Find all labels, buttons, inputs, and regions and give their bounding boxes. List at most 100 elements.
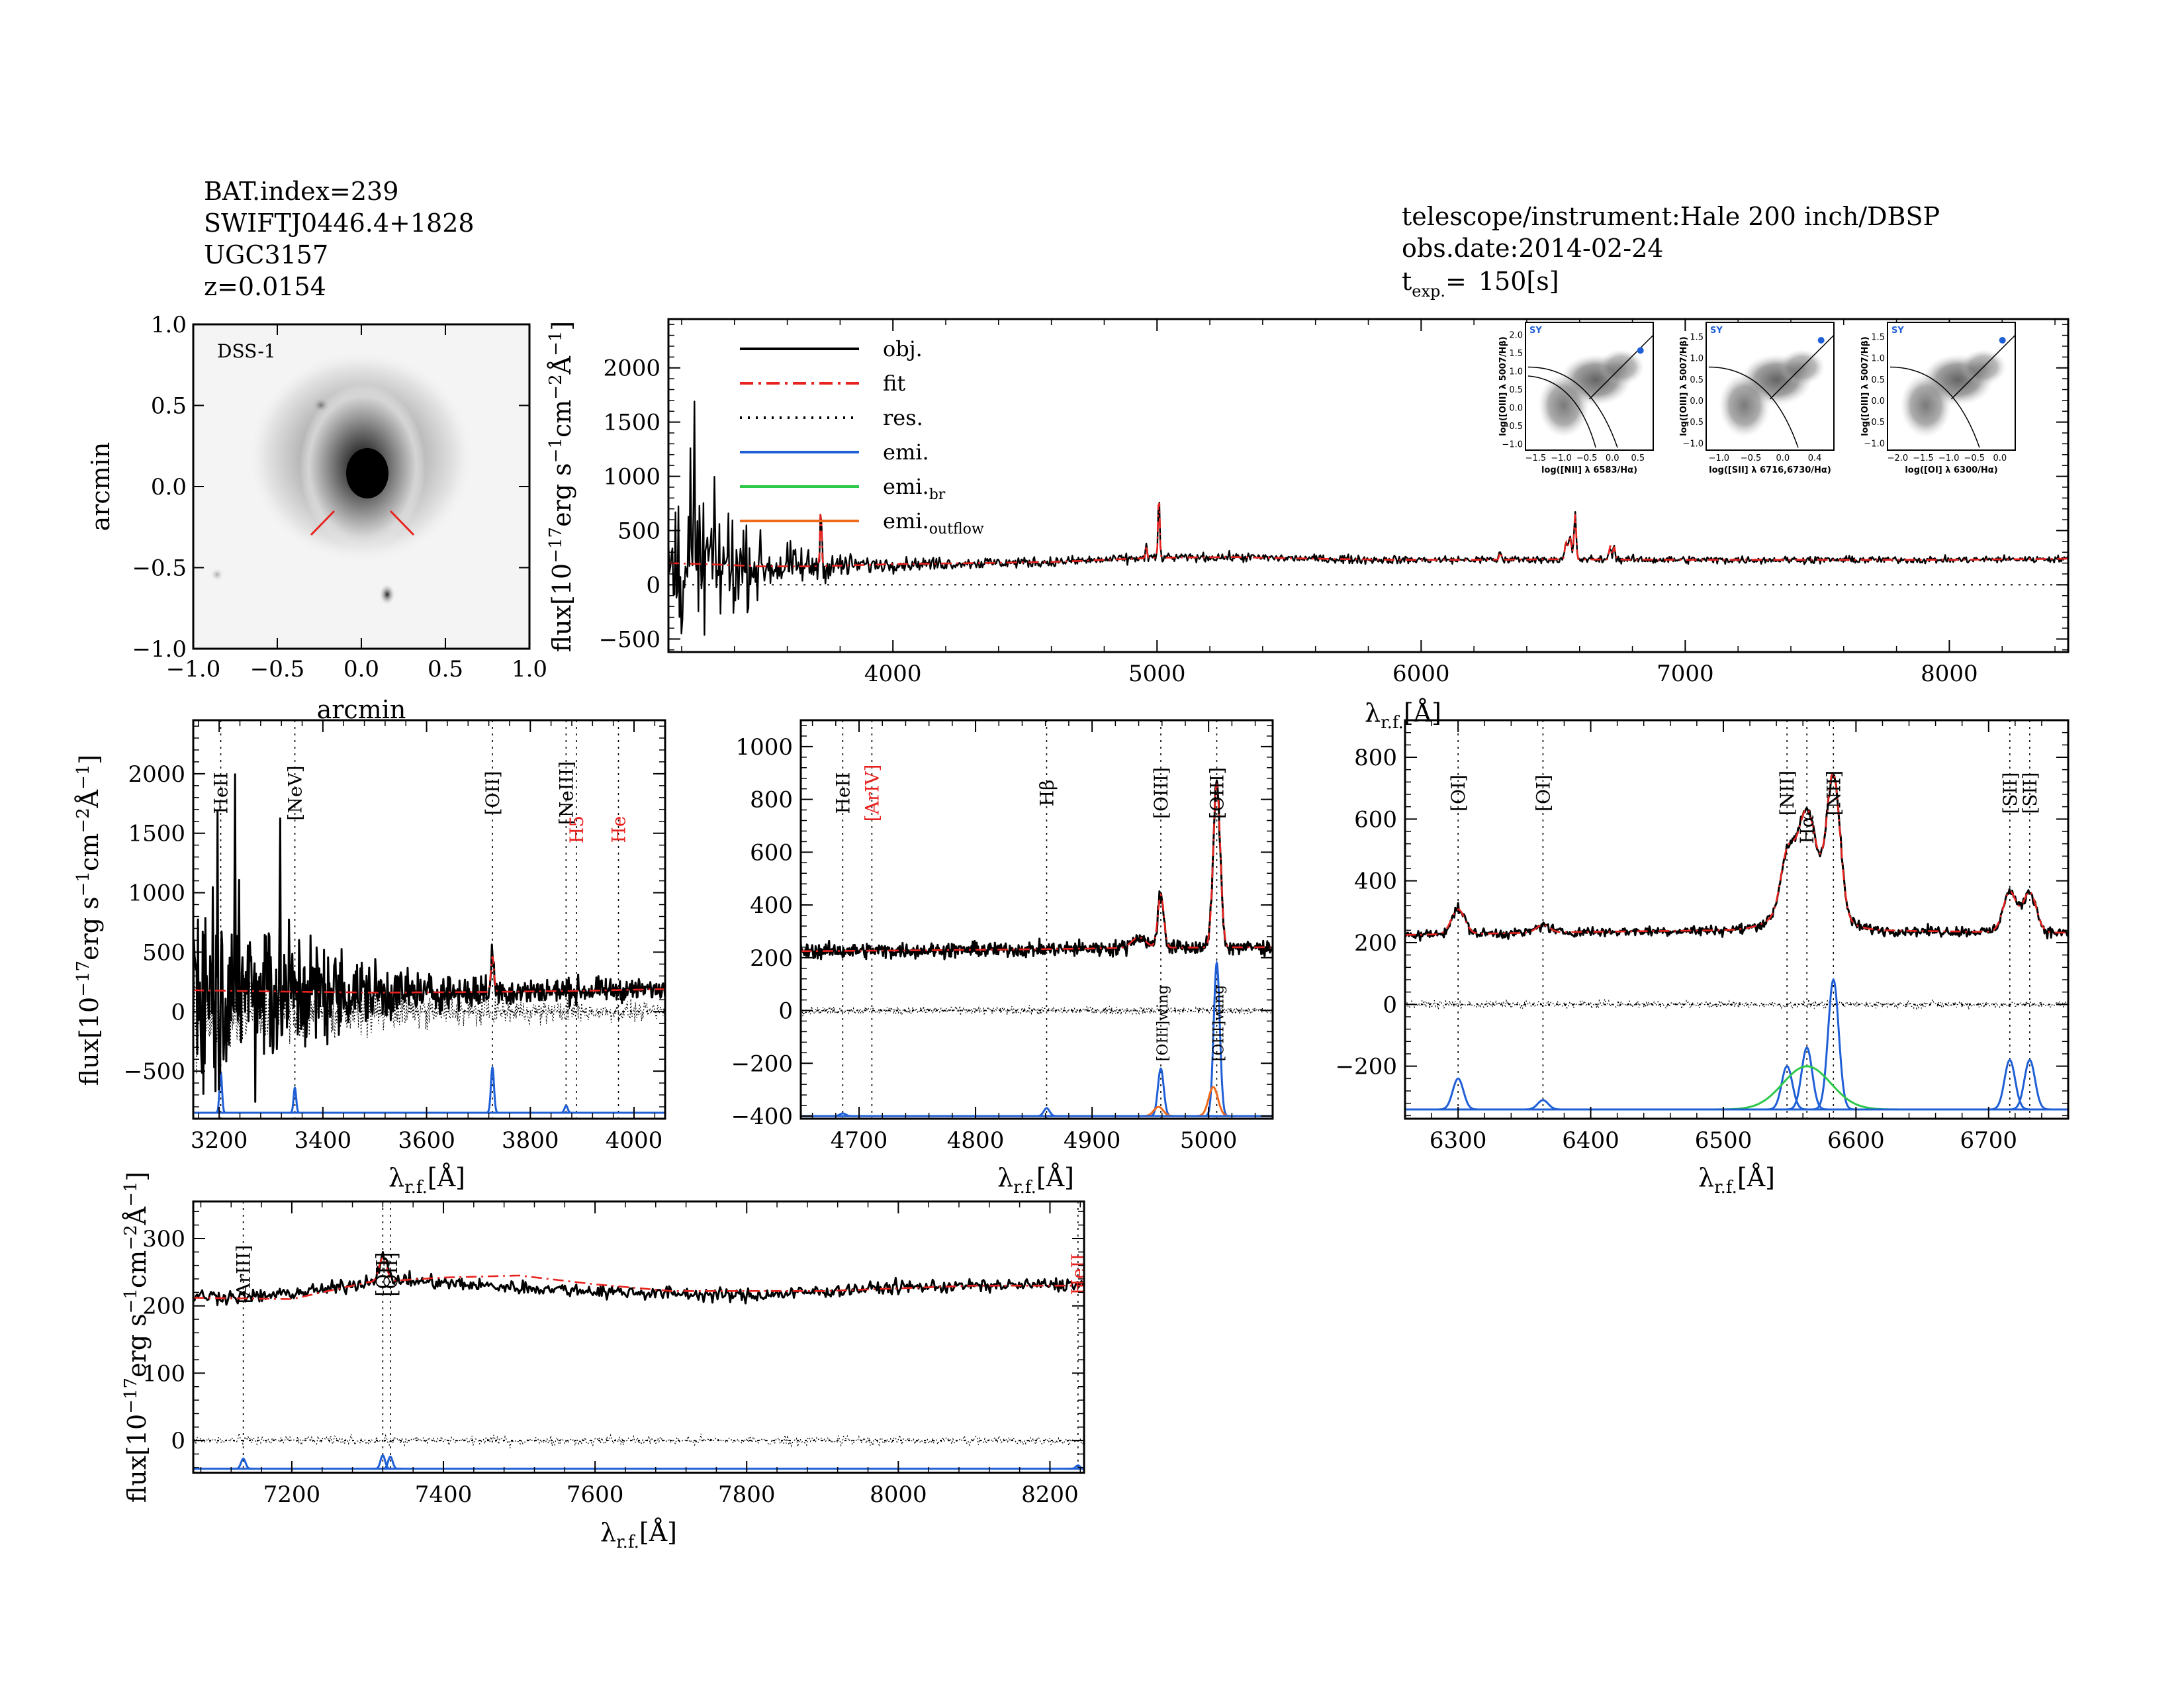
bpt-xtick-label: −0.5 [1741,453,1762,463]
fit-spectrum [668,502,2068,567]
wavelength-label-part: [Å] [428,1163,465,1192]
ytick-label: 300 [142,1226,185,1252]
line-label: HeII [1068,1253,1089,1295]
bpt-ylabel: log([OIII] λ 5007/Hβ) [1679,336,1689,436]
wavelength-label-part: r.f. [404,1178,428,1197]
ytick-label: 0 [171,1428,185,1454]
line-label: HeII [832,772,854,814]
texp-symbol: t [1402,267,1412,296]
bpt-ytick-label: −0.5 [1502,422,1523,432]
xtick-label: 7000 [1657,661,1714,687]
flux-label-part: −1 [546,438,566,463]
flux-label-part: Å [547,355,576,375]
ytick-label: 0 [646,572,660,598]
bpt-ytick-label: −0.5 [1864,418,1885,428]
bpt-xtick-label: −1.5 [1913,453,1934,463]
texp-value: 150[s] [1479,267,1559,296]
xtick-label: 4000 [864,661,922,687]
legend-label-part: emi. [883,508,929,534]
flux-label-part: −1 [73,765,93,790]
bpt-xtick-label: −0.5 [1964,453,1985,463]
image-xtick-label: −1.0 [166,656,221,682]
line-label: HeII [210,772,232,814]
panel-frame [799,719,1274,1120]
bpt-xlabel: log([OI] λ 6300/Hα) [1905,465,1997,475]
flux-label-part: erg s [75,896,104,961]
bpt-density [1719,373,1770,438]
panel-main: 4000 5000 6000 7000 8000 −500 0 500 1000 1500 2000… [546,318,2070,733]
line-label: [NII] [1776,771,1798,816]
xtick-label: 4700 [831,1127,888,1154]
panel-content [1405,720,2068,1119]
bpt-ytick-label: 1.5 [1509,349,1523,359]
exposure-time: texp.= 150[s] [1402,267,1559,301]
bpt-demarcation-curve [1527,375,1596,448]
ytick-label: 400 [750,892,793,919]
bpt-xtick-label: −2.0 [1888,453,1909,463]
line-label: [OII] [482,771,504,816]
bpt-ylabel: log([OIII] λ 5007/Hβ) [1860,336,1870,436]
bpt-xtick-label: −1.0 [1551,453,1572,463]
xtick-label: 7600 [567,1481,624,1508]
slit-marker-left [310,510,336,536]
flux-label-part: −2 [546,374,566,399]
line-label: Hβ [1036,780,1058,807]
fit-spectrum [801,783,1273,953]
foreground-star [379,584,395,605]
image-ytick-label: −1.0 [132,636,187,663]
flux-label-part: ] [75,755,104,765]
xtick-label: 8000 [870,1481,927,1508]
bpt-density [1900,373,1952,438]
bpt-ytick-label: 1.5 [1871,333,1885,343]
bpt-demarcation-curve [1708,366,1799,448]
image-xtick-label: 0.5 [428,656,463,682]
ytick-label: 1000 [603,464,660,491]
emission-component-emi_outflow [1190,1086,1237,1117]
bpt-panel-2: SY−1.0 −0.5 0.0 0.4−1.0−0.50.00.51.01.5log(… [1679,322,1835,475]
bpt-ytick-label: −0.5 [1682,418,1704,428]
panel-frame [1404,719,2070,1120]
wavelength-axis-label: λr.f.[Å] [1698,1163,1775,1197]
bat-index: BAT.index=239 [204,177,398,206]
bpt-ytick-label: 2.0 [1509,330,1523,340]
bpt-ytick-label: 0.0 [1509,404,1523,414]
line-label: [NeV] [285,765,306,820]
ytick-label: 400 [1354,868,1397,895]
bpt-ytick-label: 1.0 [1871,354,1885,364]
bpt-ytick-label: 0.5 [1509,385,1523,395]
ytick-label: 600 [750,839,793,866]
image-ticks: −1.0 −0.5 0.0 0.5 1.0 −1.0 −0.5 0.0 0.5 1.0 [132,312,547,682]
wavelength-axis-label: λr.f.[Å] [388,1163,465,1197]
bpt-density [1538,373,1590,438]
ytick-label: 200 [1354,930,1397,957]
flux-label-part: erg s [122,1313,152,1378]
bpt-frame [1525,322,1654,451]
wavelength-label-part: r.f. [616,1532,639,1552]
xtick-label: 3600 [398,1127,455,1154]
slit-marker-right [389,510,415,536]
bpt-diagrams: SY−1.5 −1.0 −0.5 0.0 0.5−1.0−0.50.00.51.01.5… [1498,322,2016,475]
ytick-label: 200 [142,1293,185,1320]
xtick-label: 7800 [718,1481,776,1508]
bpt-ytick-label: 0.5 [1871,375,1885,385]
bpt-ytick-label: 1.0 [1690,354,1704,364]
image-ytick-label: 0.0 [151,474,187,500]
bpt-xtick-label: 0.4 [1808,453,1822,463]
bpt-demarcation-curve [1889,366,1980,448]
flux-axis-label: flux[10−17erg s−1cm−2Å−1] [73,755,104,1086]
observed-spectrum [193,773,665,1103]
bpt-ytick-label: 0.0 [1871,397,1885,406]
xtick-label: 8200 [1021,1481,1079,1508]
swift-name: SWIFTJ0446.4+1828 [204,209,475,238]
panel-content [193,720,665,1119]
bpt-ytick-label: 1.0 [1509,367,1523,377]
bpt-sy-tag: SY [1710,326,1723,336]
line-label: [OII] [380,1252,402,1297]
observed-spectrum [193,1251,1084,1307]
wavelength-label-part: λ [388,1163,404,1192]
wavelength-label-part: [Å] [1737,1163,1775,1192]
bpt-ytick-label: 0.5 [1690,375,1704,385]
xtick-label: 7200 [263,1481,321,1508]
ytick-label: −500 [124,1058,185,1085]
